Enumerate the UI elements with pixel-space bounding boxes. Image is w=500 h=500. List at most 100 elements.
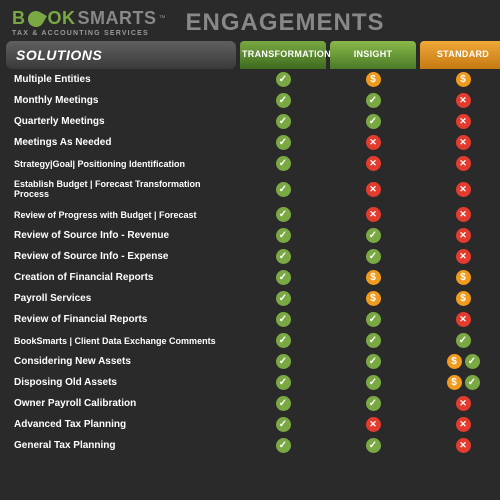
row-label: Review of Source Info - Expense <box>6 246 236 267</box>
cross-icon <box>456 114 471 129</box>
check-icon <box>366 228 381 243</box>
header: B OK SMARTS ™ TAX & ACCOUNTING SERVICES … <box>0 0 500 41</box>
table-cell <box>240 132 326 153</box>
table-cell <box>420 414 500 435</box>
row-label: Creation of Financial Reports <box>6 267 236 288</box>
cross-icon <box>456 438 471 453</box>
table-cell <box>330 153 416 174</box>
table-cell <box>330 393 416 414</box>
check-icon <box>276 438 291 453</box>
check-icon <box>465 375 480 390</box>
table-cell <box>240 288 326 309</box>
table-cell <box>420 132 500 153</box>
cross-icon <box>456 207 471 222</box>
check-icon <box>366 354 381 369</box>
cross-icon <box>456 396 471 411</box>
check-icon <box>366 396 381 411</box>
check-icon <box>276 156 291 171</box>
row-label: Owner Payroll Calibration <box>6 393 236 414</box>
cross-icon <box>456 93 471 108</box>
cross-icon <box>366 417 381 432</box>
check-icon <box>276 417 291 432</box>
cross-icon <box>456 182 471 197</box>
table-cell <box>330 174 416 204</box>
table-cell <box>420 111 500 132</box>
cross-icon <box>456 135 471 150</box>
check-icon <box>276 114 291 129</box>
row-label: Meetings As Needed <box>6 132 236 153</box>
table-cell <box>330 246 416 267</box>
logo-tm: ™ <box>159 15 166 22</box>
cross-icon <box>456 156 471 171</box>
row-label: Disposing Old Assets <box>6 372 236 393</box>
column-header: STANDARD <box>420 41 500 69</box>
table-cell <box>240 267 326 288</box>
row-label: Strategy|Goal| Positioning Identificatio… <box>6 153 236 174</box>
table-cell <box>240 414 326 435</box>
table-cell <box>240 153 326 174</box>
table-cell <box>240 90 326 111</box>
check-icon <box>366 375 381 390</box>
table-cell <box>420 309 500 330</box>
table-cell <box>420 225 500 246</box>
check-icon <box>276 72 291 87</box>
table-cell <box>240 393 326 414</box>
table-cell <box>330 267 416 288</box>
table-cell <box>330 225 416 246</box>
table-cell <box>330 132 416 153</box>
row-label: Multiple Entities <box>6 69 236 90</box>
check-icon <box>276 135 291 150</box>
column-header: TRANSFORMATION <box>240 41 326 69</box>
row-label: General Tax Planning <box>6 435 236 456</box>
row-label: Establish Budget | Forecast Transformati… <box>6 174 236 204</box>
check-icon <box>366 333 381 348</box>
check-icon <box>366 249 381 264</box>
logo-text-ok: OK <box>48 8 76 29</box>
page-heading: ENGAGEMENTS <box>186 9 385 37</box>
cross-icon <box>456 417 471 432</box>
check-icon <box>276 207 291 222</box>
table-cell <box>420 393 500 414</box>
table-cell <box>330 309 416 330</box>
table-cell <box>420 174 500 204</box>
table-cell <box>420 267 500 288</box>
table-cell <box>420 435 500 456</box>
dollar-icon <box>447 354 462 369</box>
dollar-icon <box>456 291 471 306</box>
cross-icon <box>456 228 471 243</box>
check-icon <box>276 396 291 411</box>
check-icon <box>456 333 471 348</box>
table-cell <box>240 174 326 204</box>
table-cell <box>240 351 326 372</box>
check-icon <box>366 438 381 453</box>
table-cell <box>330 330 416 351</box>
cross-icon <box>366 207 381 222</box>
table-cell <box>420 246 500 267</box>
check-icon <box>276 375 291 390</box>
table-cell <box>330 90 416 111</box>
table-cell <box>240 225 326 246</box>
solutions-header: SOLUTIONS <box>6 41 236 69</box>
table-cell <box>420 351 500 372</box>
table-cell <box>330 435 416 456</box>
dollar-icon <box>366 270 381 285</box>
table-cell <box>330 288 416 309</box>
row-label: BookSmarts | Client Data Exchange Commen… <box>6 330 236 351</box>
table-cell <box>240 69 326 90</box>
table-cell <box>330 69 416 90</box>
cross-icon <box>366 182 381 197</box>
cross-icon <box>366 156 381 171</box>
check-icon <box>276 354 291 369</box>
check-icon <box>276 182 291 197</box>
table-cell <box>420 153 500 174</box>
table-cell <box>240 330 326 351</box>
check-icon <box>276 312 291 327</box>
check-icon <box>276 270 291 285</box>
table-cell <box>420 90 500 111</box>
table-cell <box>420 372 500 393</box>
logo-tagline: TAX & ACCOUNTING SERVICES <box>12 30 166 37</box>
row-label: Quarterly Meetings <box>6 111 236 132</box>
logo-text-smarts: SMARTS <box>78 8 157 29</box>
check-icon <box>465 354 480 369</box>
table-cell <box>240 309 326 330</box>
